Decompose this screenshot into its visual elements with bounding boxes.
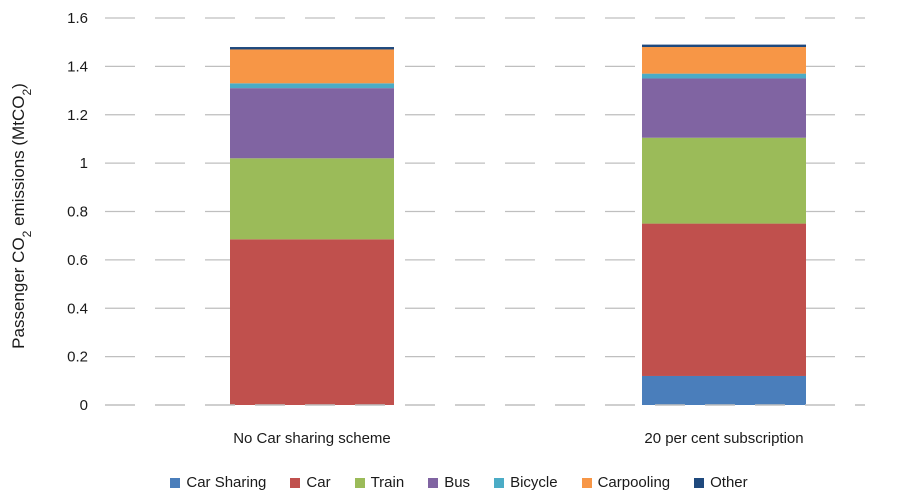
y-axis-ticks: 0 0.2 0.4 0.6 0.8 1 1.2 1.4 1.6: [67, 10, 88, 414]
legend-swatch: [494, 477, 505, 488]
y-tick-label: 1.6: [67, 10, 88, 27]
x-axis-categories: No Car sharing scheme 20 per cent subscri…: [233, 430, 803, 447]
legend-swatch: [290, 477, 301, 488]
y-tick-label: 0.8: [67, 204, 88, 221]
bar-segment-car: [642, 223, 806, 376]
bars: [230, 44, 806, 405]
bar-segment-carpooling: [230, 49, 394, 84]
legend-swatch: [694, 477, 705, 488]
legend-swatch: [428, 477, 439, 488]
legend-label: Car Sharing: [186, 474, 267, 491]
legend: Car Sharing Car Train Bus Bicycle Carpooling O…: [0, 474, 918, 491]
bar-segment-car-sharing: [642, 375, 806, 405]
legend-item-car-sharing: Car Sharing: [170, 474, 266, 491]
legend-item-train: Train: [354, 474, 405, 491]
bar-segment-bicycle: [230, 83, 394, 89]
bar-segment-carpooling: [642, 47, 806, 74]
bar-segment-train: [642, 137, 806, 224]
legend-label: Other: [710, 474, 748, 491]
bar-segment-bicycle: [642, 73, 806, 79]
bar-segment-car: [230, 239, 394, 405]
bar-segment-bus: [642, 78, 806, 138]
x-category-label: 20 per cent subscription: [644, 430, 803, 447]
bar-segment-bus: [230, 88, 394, 159]
bar-segment-other: [642, 44, 806, 48]
y-tick-label: 0.6: [67, 252, 88, 269]
legend-label: Bicycle: [510, 474, 558, 491]
legend-swatch: [170, 477, 181, 488]
y-tick-label: 0: [80, 397, 88, 414]
x-category-label: No Car sharing scheme: [233, 430, 391, 447]
legend-item-carpooling: Carpooling: [581, 474, 671, 491]
legend-item-bus: Bus: [428, 474, 470, 491]
legend-label: Bus: [444, 474, 471, 491]
legend-label: Carpooling: [597, 474, 671, 491]
legend-label: Car: [306, 474, 331, 491]
y-tick-label: 1.4: [67, 58, 88, 75]
legend-item-bicycle: Bicycle: [494, 474, 558, 491]
y-tick-label: 1: [80, 155, 88, 172]
stacked-bar-chart: 0 0.2 0.4 0.6 0.8 1 1.2 1.4 1.6 No Car sharing s…: [9, 10, 865, 447]
y-tick-label: 0.4: [67, 300, 88, 317]
y-axis-label: Passenger CO2 emissions (MtCO2): [9, 83, 34, 349]
legend-label: Train: [370, 474, 405, 491]
legend-item-other: Other: [694, 474, 748, 491]
legend-swatch: [581, 477, 592, 488]
bar-segment-other: [230, 47, 394, 50]
legend-swatch: [354, 477, 365, 488]
legend-item-car: Car: [290, 474, 331, 491]
bar-segment-train: [230, 158, 394, 240]
y-tick-label: 0.2: [67, 349, 88, 366]
y-tick-label: 1.2: [67, 107, 88, 124]
